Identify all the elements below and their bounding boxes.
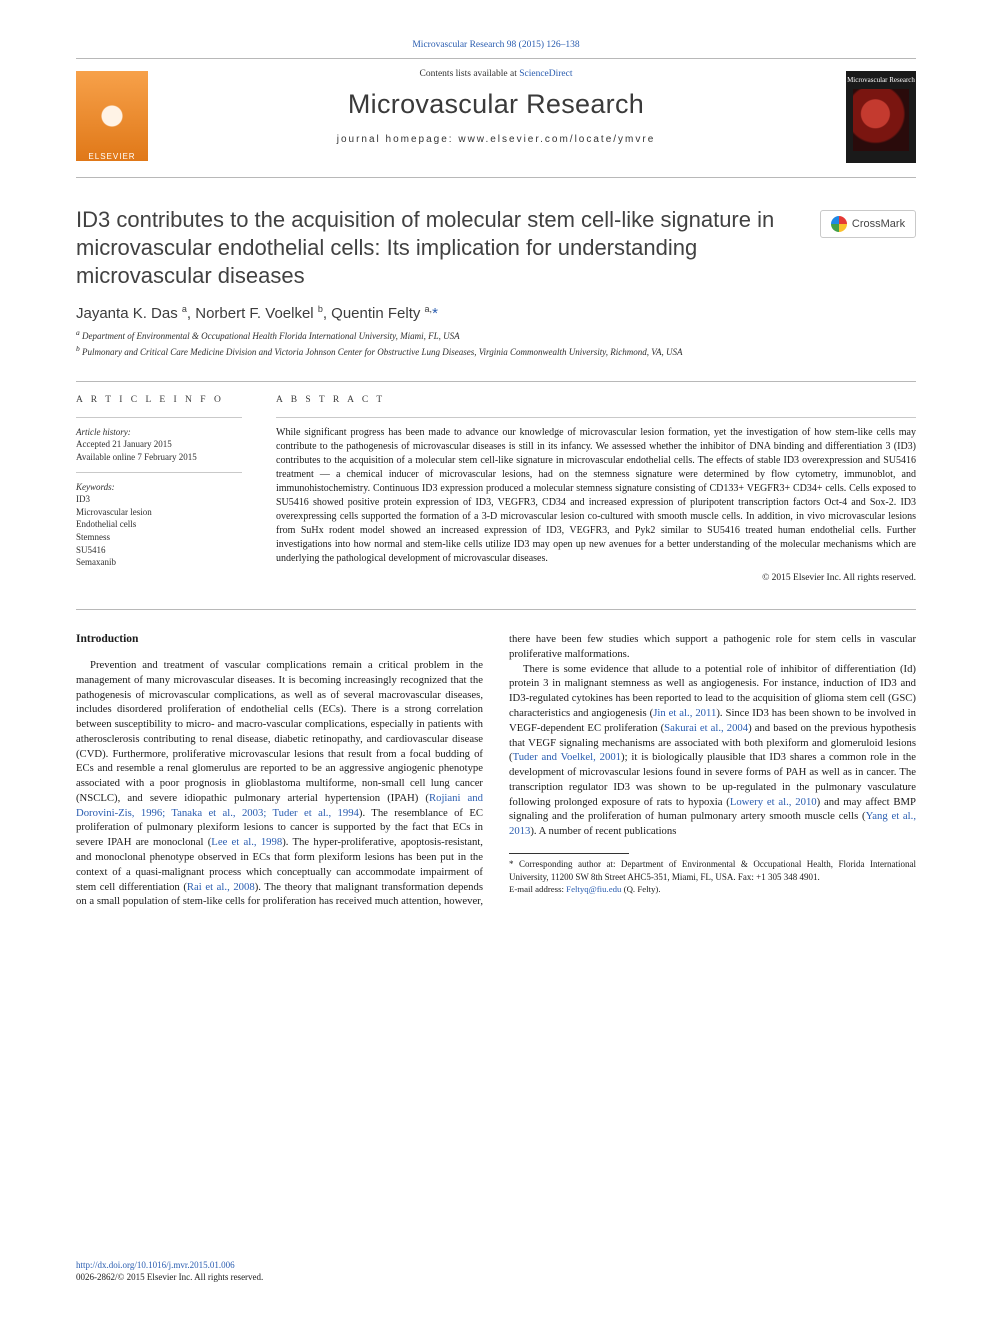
article-info-heading: A R T I C L E I N F O	[76, 394, 242, 407]
citation-link[interactable]: Sakurai et al., 2004	[664, 722, 748, 734]
section-divider	[76, 609, 916, 610]
crossmark-label: CrossMark	[852, 218, 905, 230]
citation-link[interactable]: Jin et al., 2011	[653, 707, 716, 719]
elsevier-tree-icon	[89, 96, 135, 146]
issue-citation: Microvascular Research 98 (2015) 126–138	[76, 40, 916, 50]
crossmark-button[interactable]: CrossMark	[820, 210, 916, 238]
affiliation-a: Department of Environmental & Occupation…	[82, 331, 460, 341]
elsevier-logo: ELSEVIER	[76, 71, 148, 161]
cover-image-icon	[853, 89, 909, 151]
body-columns: Introduction Prevention and treatment of…	[76, 632, 916, 909]
citation-link[interactable]: Rai et al., 2008	[187, 881, 255, 893]
online-date: Available online 7 February 2015	[76, 451, 242, 464]
intro-heading: Introduction	[76, 632, 483, 648]
affiliation-b: Pulmonary and Critical Care Medicine Div…	[82, 347, 683, 357]
corresponding-footnote: * Corresponding author at: Department of…	[509, 853, 916, 896]
article-info-panel: A R T I C L E I N F O Article history: A…	[76, 382, 258, 598]
email-label: E-mail address:	[509, 884, 566, 894]
corr-text: * Corresponding author at: Department of…	[509, 859, 916, 882]
citation-link[interactable]: Tuder and Voelkel, 2001	[513, 751, 621, 763]
homepage-url[interactable]: www.elsevier.com/locate/ymvre	[458, 134, 655, 145]
journal-cover-thumb: Microvascular Research	[846, 71, 916, 163]
keyword: Microvascular lesion	[76, 506, 242, 519]
abstract-copyright: © 2015 Elsevier Inc. All rights reserved…	[276, 572, 916, 585]
keyword: Stemness	[76, 531, 242, 544]
article-title: ID3 contributes to the acquisition of mo…	[76, 206, 820, 290]
keyword: ID3	[76, 493, 242, 506]
keywords-label: Keywords:	[76, 481, 242, 494]
author-list: Jayanta K. Das a, Norbert F. Voelkel b, …	[76, 304, 916, 322]
keyword: Semaxanib	[76, 556, 242, 569]
elsevier-wordmark: ELSEVIER	[88, 152, 135, 161]
corr-email[interactable]: Feltyq@fiu.edu	[566, 884, 621, 894]
contents-line: Contents lists available at ScienceDirec…	[76, 69, 916, 79]
crossmark-icon	[831, 216, 847, 232]
abstract-panel: A B S T R A C T While significant progre…	[258, 382, 916, 598]
keyword: SU5416	[76, 544, 242, 557]
journal-homepage: journal homepage: www.elsevier.com/locat…	[76, 134, 916, 145]
journal-header: ELSEVIER Contents lists available at Sci…	[76, 58, 916, 178]
abstract-text: While significant progress has been made…	[276, 426, 916, 566]
accepted-date: Accepted 21 January 2015	[76, 438, 242, 451]
history-label: Article history:	[76, 426, 242, 439]
contents-prefix: Contents lists available at	[419, 69, 519, 79]
email-suffix: (Q. Felty).	[621, 884, 660, 894]
page-footer: http://dx.doi.org/10.1016/j.mvr.2015.01.…	[76, 1259, 263, 1283]
citation-link[interactable]: Lowery et al., 2010	[730, 796, 817, 808]
citation-link[interactable]: Lee et al., 1998	[211, 836, 282, 848]
homepage-label: journal homepage:	[337, 134, 459, 145]
affiliations: a Department of Environmental & Occupati…	[76, 328, 916, 358]
keyword: Endothelial cells	[76, 518, 242, 531]
cover-title: Microvascular Research	[847, 77, 915, 85]
journal-name: Microvascular Research	[76, 89, 916, 120]
sciencedirect-link[interactable]: ScienceDirect	[519, 69, 572, 79]
doi-link[interactable]: http://dx.doi.org/10.1016/j.mvr.2015.01.…	[76, 1259, 263, 1271]
abstract-heading: A B S T R A C T	[276, 394, 916, 407]
issn-copyright: 0026-2862/© 2015 Elsevier Inc. All right…	[76, 1271, 263, 1283]
body-paragraph: There is some evidence that allude to a …	[509, 662, 916, 839]
